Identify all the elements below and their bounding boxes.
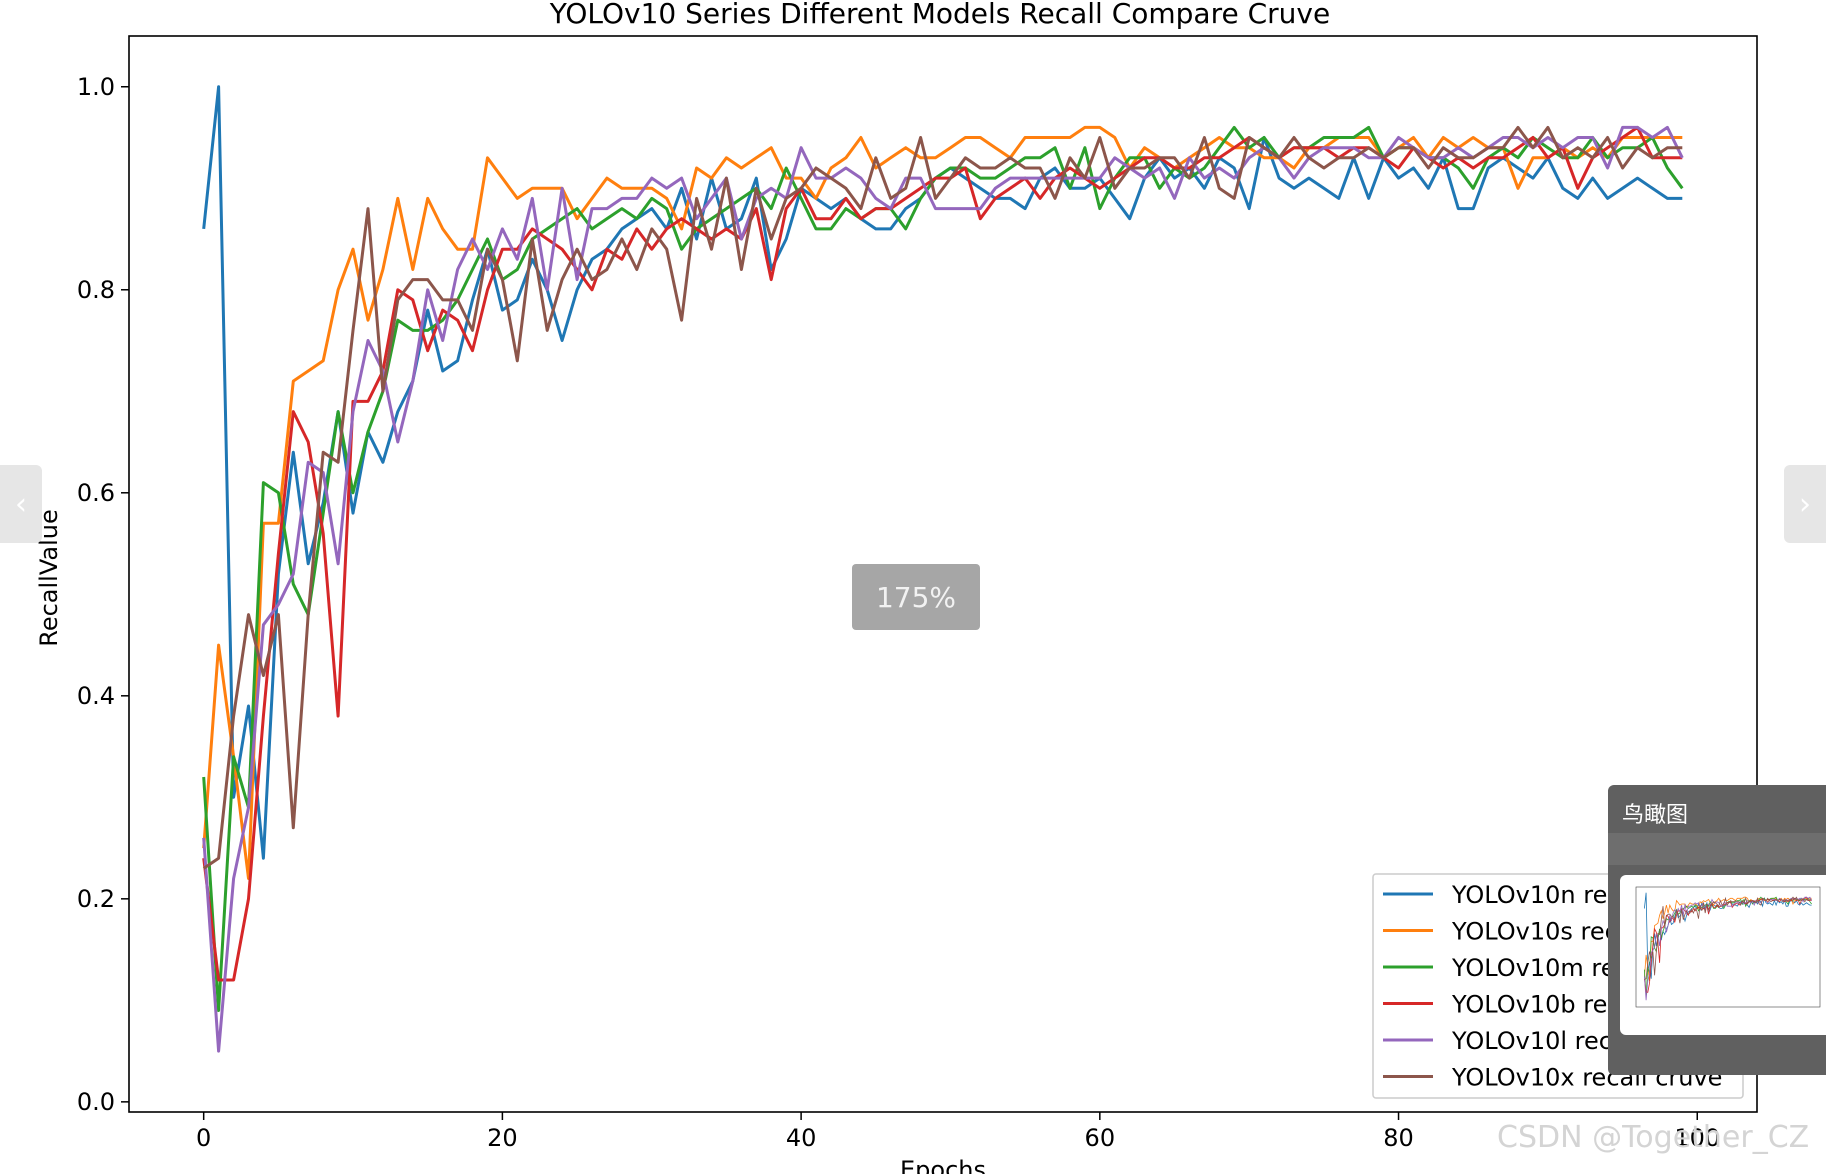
x-axis-label: Epochs (900, 1156, 986, 1174)
thumbnail-series-line-2 (1644, 896, 1812, 982)
axis-ticks: 0 20 40 60 80 100 0.0 0.2 0.4 0.6 0.8 1.0 (77, 73, 1720, 1152)
watermark: CSDN @Together_CZ (1497, 1120, 1810, 1155)
x-tick-label: 80 (1383, 1124, 1414, 1152)
x-tick-label: 60 (1085, 1124, 1116, 1152)
thumbnail-series-line-3 (1644, 896, 1812, 996)
thumbnail-plot-frame (1635, 886, 1821, 1008)
next-image-button[interactable]: › (1784, 465, 1826, 543)
series-layer (202, 85, 1684, 1053)
thumbnail-series-line-6 (1644, 896, 1812, 981)
series-line-2 (202, 125, 1683, 880)
y-tick-label: 0.4 (77, 682, 115, 710)
overview-header-band (1608, 833, 1826, 865)
series-line-6 (202, 125, 1683, 870)
overview-title: 鸟瞰图 (1622, 803, 1689, 828)
series-line-4 (202, 125, 1683, 982)
x-tick-label: 100 (1674, 1124, 1720, 1152)
chevron-right-icon: › (1799, 486, 1811, 522)
x-tick-label: 20 (487, 1124, 518, 1152)
overview-thumbnail-chart (1635, 886, 1821, 1008)
overview-panel[interactable]: 鸟瞰图 (1608, 785, 1826, 1075)
thumbnail-series-line-4 (1644, 896, 1812, 993)
overview-thumbnail[interactable] (1620, 875, 1826, 1035)
x-tick-label: 40 (786, 1124, 817, 1152)
zoom-level-badge: 175% (852, 564, 980, 630)
zoom-level-text: 175% (875, 580, 957, 614)
plot-frame (128, 35, 1758, 1113)
y-tick-label: 0.0 (77, 1088, 115, 1116)
prev-image-button[interactable]: ‹ (0, 465, 42, 543)
chart-title: YOLOv10 Series Different Models Recall C… (549, 0, 1330, 30)
y-tick-label: 0.6 (77, 479, 115, 507)
x-tick-label: 0 (196, 1124, 211, 1152)
y-tick-label: 0.2 (77, 885, 115, 913)
chevron-left-icon: ‹ (15, 486, 27, 522)
thumbnail-series-line-5 (1644, 896, 1812, 1001)
y-tick-label: 1.0 (77, 73, 115, 101)
y-tick-label: 0.8 (77, 276, 115, 304)
